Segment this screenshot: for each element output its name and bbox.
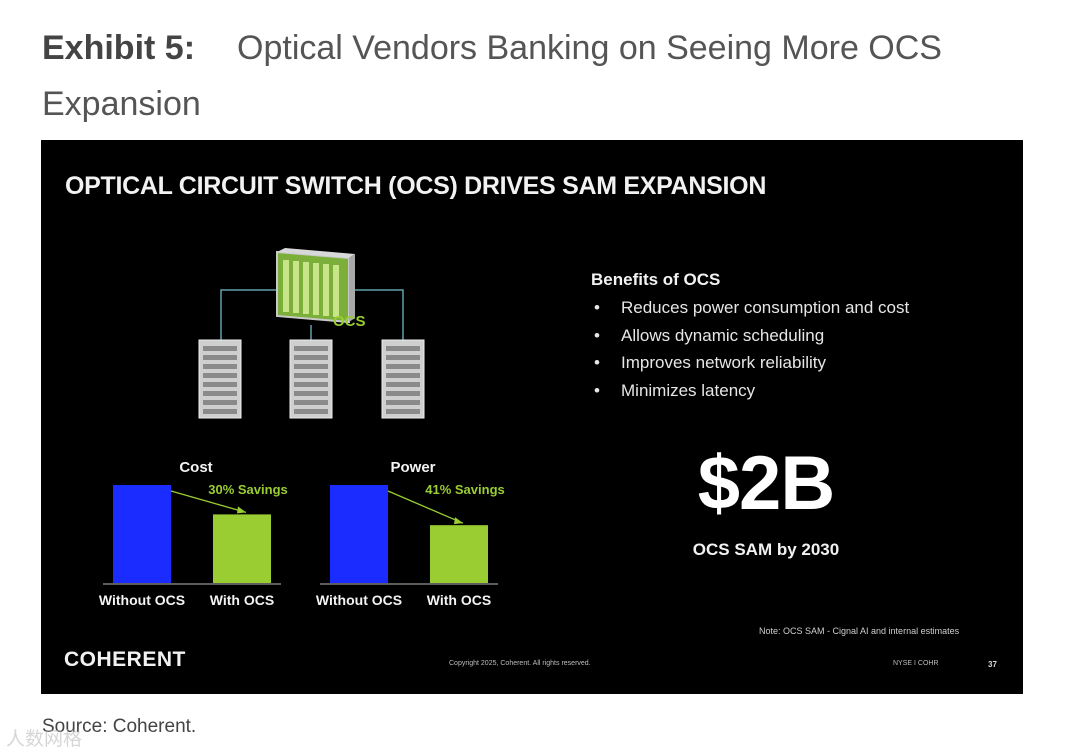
- savings-charts: Cost Without OCS With OCS 30% Savings Power W…: [99, 459, 505, 608]
- bar: [330, 485, 388, 583]
- chart-title: Power: [390, 459, 435, 476]
- server-icon: [381, 339, 425, 419]
- benefit-item: • Improves network reliability: [591, 349, 909, 377]
- page-number: 37: [988, 660, 997, 669]
- watermark: 人数网格: [6, 729, 83, 750]
- coherent-logo: COHERENT: [64, 648, 186, 671]
- savings-arrow: [170, 490, 247, 514]
- benefit-text: Minimizes latency: [621, 380, 756, 400]
- exhibit-title: Exhibit 5: Optical Vendors Banking on See…: [42, 20, 1042, 132]
- benefit-text: Improves network reliability: [621, 353, 827, 372]
- benefit-item: • Allows dynamic scheduling: [591, 322, 909, 350]
- benefit-item: • Reduces power consumption and cost: [591, 294, 909, 322]
- benefit-text: Reduces power consumption and cost: [621, 298, 910, 317]
- bar: [113, 485, 171, 583]
- ocs-diagram-label: OCS: [333, 313, 366, 330]
- category-label: With OCS: [427, 592, 491, 608]
- arrow-head-icon: [454, 517, 463, 525]
- chart-title: Cost: [179, 459, 212, 476]
- sam-value: $2B: [697, 441, 835, 526]
- savings-annotation: 41% Savings: [425, 482, 505, 497]
- bullet-icon: •: [594, 380, 600, 400]
- exhibit-label: Exhibit 5:: [42, 29, 196, 67]
- connector-lines: [220, 289, 404, 340]
- bullet-icon: •: [594, 298, 600, 317]
- benefits-list: • Reduces power consumption and cost • All…: [591, 294, 909, 404]
- sam-caption: OCS SAM by 2030: [692, 540, 840, 559]
- exhibit-heading: Optical Vendors Banking on Seeing More O…: [42, 29, 942, 123]
- savings-annotation: 30% Savings: [208, 482, 288, 497]
- server-icon: [289, 339, 333, 419]
- category-label: Without OCS: [99, 592, 185, 608]
- ticker: NYSE I COHR: [893, 660, 939, 667]
- benefit-item: • Minimizes latency: [591, 377, 909, 405]
- bullet-icon: •: [594, 353, 600, 372]
- arrow-head-icon: [237, 506, 246, 514]
- slide: OPTICAL CIRCUIT SWITCH (OCS) DRIVES SAM …: [41, 140, 1023, 694]
- server-icon: [198, 339, 242, 419]
- footnote: Note: OCS SAM - Cignal AI and internal e…: [759, 626, 960, 636]
- category-label: Without OCS: [316, 592, 402, 608]
- copyright: Copyright 2025, Coherent. All rights res…: [449, 660, 591, 667]
- benefits-heading: Benefits of OCS: [591, 270, 721, 289]
- source-note: Source: Coherent.: [42, 716, 197, 737]
- bullet-icon: •: [594, 325, 600, 345]
- savings-arrow: [387, 490, 464, 524]
- benefit-text: Allows dynamic scheduling: [621, 325, 825, 345]
- bar: [430, 525, 488, 583]
- bar: [213, 514, 271, 583]
- ocs-switch-icon: [276, 248, 355, 324]
- category-label: With OCS: [210, 592, 274, 608]
- slide-title: OPTICAL CIRCUIT SWITCH (OCS) DRIVES SAM …: [65, 172, 767, 200]
- ocs-network-diagram: OCS: [198, 248, 425, 419]
